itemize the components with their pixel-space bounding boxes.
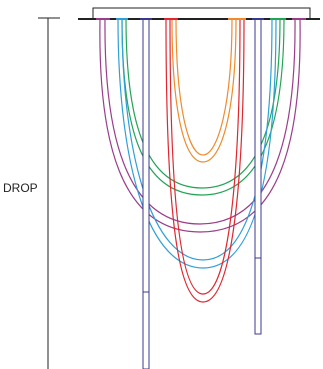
green-cable-loop <box>121 18 285 196</box>
blue-cable-loop <box>117 18 277 269</box>
blue-cable-loop-inner <box>121 18 273 261</box>
purple-cable-loop-inner <box>104 18 296 225</box>
red-cable-loop-inner <box>169 18 241 295</box>
right-pole <box>254 18 262 335</box>
drop-label: DROP <box>3 181 38 195</box>
left-pole <box>142 18 150 369</box>
drop-dimension: DROP <box>3 17 60 369</box>
orange-cable-loop <box>171 18 237 163</box>
orange-cable-loop-inner <box>175 18 233 156</box>
cable-loops <box>99 18 301 303</box>
purple-cable-loop <box>99 18 301 233</box>
truss-box <box>92 7 311 20</box>
red-cable-loop <box>165 18 245 303</box>
truss <box>78 7 320 20</box>
